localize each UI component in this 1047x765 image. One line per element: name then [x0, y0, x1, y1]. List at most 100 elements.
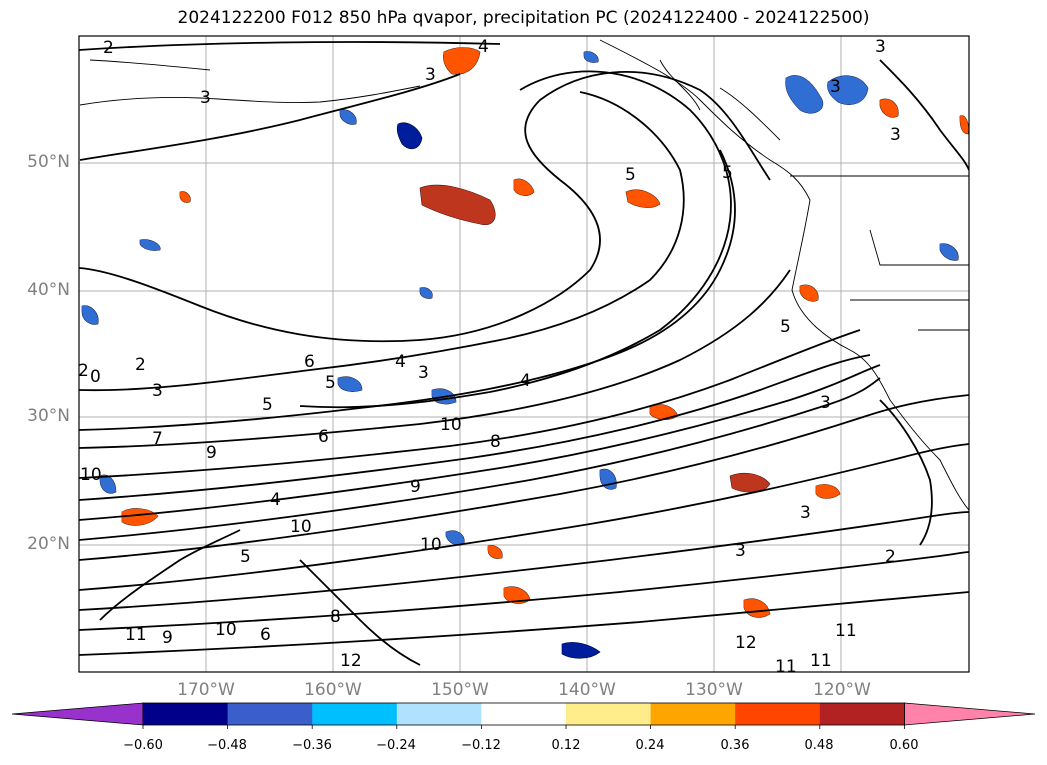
contour-line [79, 591, 969, 656]
colorbar-extend-left [11, 702, 144, 726]
precip-patch-core [140, 239, 161, 251]
contour-label: 4 [478, 37, 489, 57]
contour-label: 6 [260, 625, 271, 645]
cb-tick-2: −0.36 [292, 738, 332, 753]
contour-label: 6 [318, 427, 329, 447]
contour-label: 2 [885, 547, 896, 567]
precip-patch-core [626, 189, 660, 208]
precip-patch-core [827, 75, 868, 105]
contour-label: 9 [410, 477, 421, 497]
contour-label: 3 [820, 393, 831, 413]
map-frame [78, 35, 970, 673]
precip-patch-core [800, 284, 819, 302]
lon-label-120w: 120°W [813, 680, 871, 700]
contour-label: 8 [330, 607, 341, 627]
colorbar-segment [566, 703, 652, 725]
precip-patch-core [940, 243, 959, 261]
contour-label: 3 [830, 77, 841, 97]
contour-line [99, 529, 241, 621]
contour-line [79, 551, 969, 631]
cb-tick-3: −0.24 [376, 738, 416, 753]
precip-patch-core [338, 376, 362, 392]
contour-label: 5 [240, 547, 251, 567]
contour-line [879, 59, 969, 171]
cb-tick-1: −0.48 [207, 738, 247, 753]
contour-line [299, 559, 421, 666]
precip-patch-core [340, 109, 357, 125]
map-title: 2024122200 F012 850 hPa qvapor, precipit… [177, 8, 870, 28]
contour-label: 12 [340, 651, 362, 671]
contour-label: 5 [780, 317, 791, 337]
colorbar-extend-right [904, 702, 1036, 726]
contour-label: 3 [200, 88, 211, 108]
lon-label-170w: 170°W [177, 680, 235, 700]
contour-label: 2 [103, 38, 114, 58]
precip-patch-core [880, 98, 899, 118]
precip-patch-core [584, 51, 599, 63]
cb-tick-8: 0.48 [804, 738, 834, 753]
precip-patch-core [730, 473, 770, 493]
colorbar-segment [819, 703, 905, 725]
contour-line [79, 394, 969, 561]
contour-label: 7 [152, 429, 163, 449]
precip-patch-core [650, 404, 678, 420]
coastline [79, 85, 421, 106]
lat-label-40n: 40°N [27, 280, 70, 300]
contour-label: 11 [810, 651, 832, 671]
precip-patch-core [504, 586, 530, 604]
lon-label-150w: 150°W [431, 680, 489, 700]
contour-label: 10 [420, 535, 442, 555]
lon-label-130w: 130°W [685, 680, 743, 700]
colorbar-segment [312, 703, 398, 725]
cb-tick-5: 0.12 [551, 738, 581, 753]
contour-label: 9 [206, 443, 217, 463]
contour-label: 3 [152, 381, 163, 401]
contour-line [879, 399, 933, 546]
contour-line [79, 364, 881, 521]
contour-label: 9 [162, 628, 173, 648]
contour-label: 4 [270, 490, 281, 510]
precip-patch-core [100, 474, 116, 494]
precip-patch-core [180, 191, 191, 203]
contour-label: 5 [625, 165, 636, 185]
contour-label: 2 [135, 355, 146, 375]
qvapor-contours [79, 41, 969, 666]
contour-line [79, 377, 881, 541]
contour-label: 3 [425, 65, 436, 85]
precipitation-patches [81, 47, 969, 659]
contour-label: 10 [215, 620, 237, 640]
contour-line [79, 329, 861, 479]
cb-tick-6: 0.24 [635, 738, 665, 753]
contour-label: 5 [325, 373, 336, 393]
contour-line [79, 511, 969, 611]
contour-line [79, 149, 736, 431]
contour-label: 12 [735, 633, 757, 653]
precip-patch-core [960, 115, 969, 134]
lat-label-20n: 20°N [27, 534, 70, 554]
coastline [719, 87, 781, 141]
contour-label: 3 [890, 125, 901, 145]
cb-tick-9: 0.60 [889, 738, 919, 753]
colorbar [11, 702, 1036, 729]
colorbar-segment [143, 703, 229, 725]
coastline [89, 59, 211, 71]
coastline [599, 39, 969, 511]
contour-line [299, 70, 732, 409]
contour-label: 4 [520, 371, 531, 391]
colorbar-segment [735, 703, 821, 725]
colorbar-segment [481, 703, 567, 725]
precip-patch-core [443, 47, 480, 75]
precip-patch-core [816, 484, 840, 499]
precip-patch-core [420, 185, 496, 225]
contour-label: 8 [490, 432, 501, 452]
contour-label: 4 [395, 352, 406, 372]
lat-label-50n: 50°N [27, 152, 70, 172]
contour-line [79, 70, 771, 343]
cb-tick-4: −0.12 [461, 738, 501, 753]
coastlines [79, 39, 969, 511]
contour-label: 10 [290, 517, 312, 537]
lon-label-160w: 160°W [304, 680, 362, 700]
